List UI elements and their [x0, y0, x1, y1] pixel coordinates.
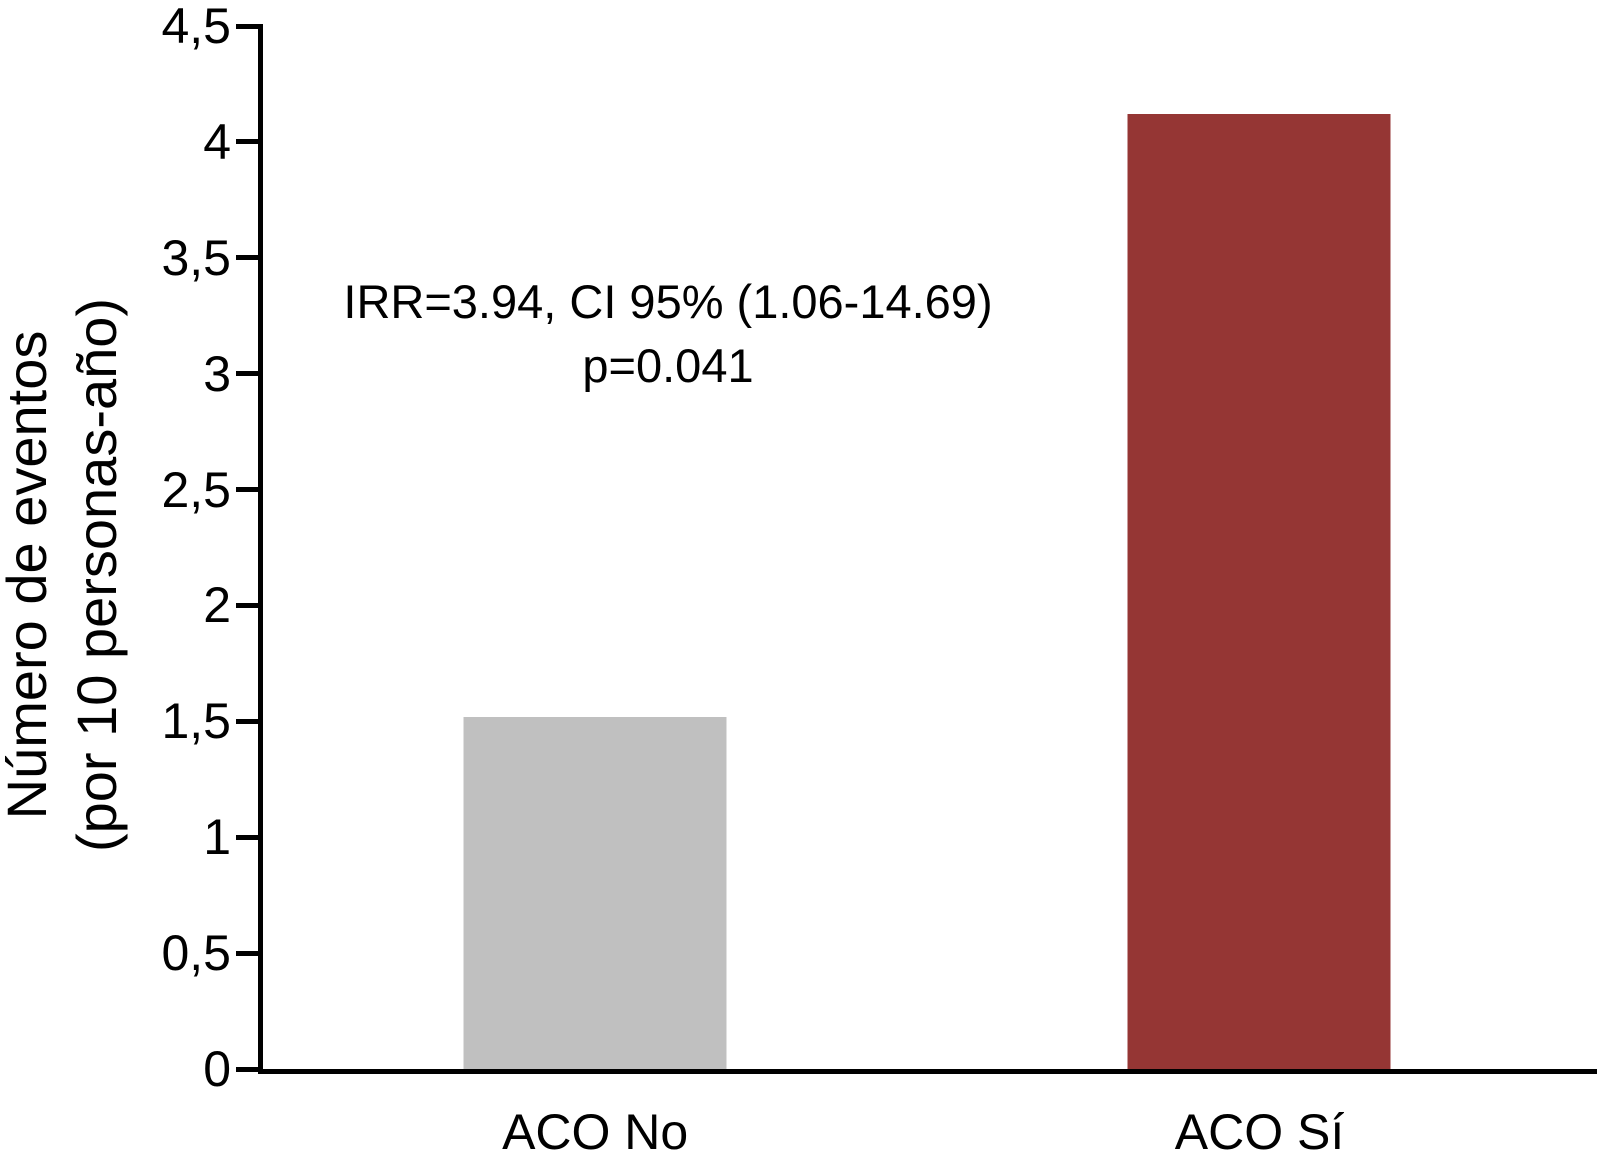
y-axis-tick-label: 2	[203, 577, 231, 634]
y-axis-title: Número de eventos (por 10 personas-año)	[0, 298, 132, 852]
x-axis-label-aco-no: ACO No	[502, 1104, 689, 1159]
y-axis-title-line-1: Número de eventos	[0, 330, 58, 820]
y-axis-tick	[236, 1066, 263, 1072]
y-axis-tick	[236, 23, 263, 29]
y-axis-tick	[236, 371, 263, 377]
y-axis-tick	[236, 487, 263, 493]
bar-aco-no	[463, 716, 727, 1069]
annotation-p-value: p=0.041	[582, 339, 754, 392]
annotation-irr-ci: IRR=3.94, CI 95% (1.06-14.69)	[343, 275, 993, 328]
y-axis-tick-label: 2,5	[161, 461, 231, 518]
y-axis-tick	[236, 834, 263, 840]
y-axis-tick-label: 4	[203, 113, 231, 170]
y-axis-tick	[236, 255, 263, 261]
y-axis-tick	[236, 718, 263, 724]
x-axis-label-aco-si: ACO Sí	[1174, 1104, 1345, 1159]
y-axis-tick-label: 4,5	[161, 0, 231, 54]
y-axis-tick	[236, 950, 263, 956]
y-axis-title-line-2: (por 10 personas-año)	[65, 297, 128, 853]
bar-aco-si	[1127, 114, 1391, 1069]
y-axis-tick-label: 0	[203, 1041, 231, 1097]
y-axis-tick-label: 3	[203, 345, 231, 402]
y-axis-tick-label: 1	[203, 809, 231, 866]
plot-area: 0 0,5 1 1,5 2 2,5 3 3,5 4 4,5 ACO No ACO Sí	[161, 1, 1597, 1159]
annotation: IRR=3.94, CI 95% (1.06-14.69) p=0.041	[268, 270, 1068, 398]
y-axis-tick	[236, 139, 263, 145]
y-axis-tick	[236, 602, 263, 608]
y-axis-tick-label: 1,5	[161, 693, 231, 750]
y-axis-tick-label: 3,5	[161, 229, 231, 286]
y-axis-tick-label: 0,5	[161, 925, 231, 982]
